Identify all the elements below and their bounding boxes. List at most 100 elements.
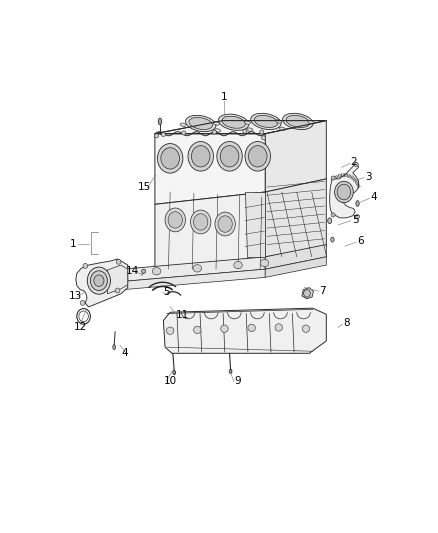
Ellipse shape <box>94 275 104 286</box>
Ellipse shape <box>80 301 85 305</box>
Ellipse shape <box>180 123 186 126</box>
Ellipse shape <box>87 267 110 294</box>
Ellipse shape <box>354 163 358 166</box>
Text: 5: 5 <box>163 287 170 297</box>
Ellipse shape <box>248 324 255 332</box>
Ellipse shape <box>152 268 161 275</box>
Ellipse shape <box>331 237 334 242</box>
Polygon shape <box>302 288 314 298</box>
Ellipse shape <box>328 218 332 224</box>
Ellipse shape <box>279 127 285 131</box>
Ellipse shape <box>168 212 182 228</box>
Polygon shape <box>330 163 359 218</box>
Ellipse shape <box>194 326 201 334</box>
Text: 15: 15 <box>138 182 152 192</box>
Ellipse shape <box>158 118 162 125</box>
Ellipse shape <box>243 129 247 133</box>
Ellipse shape <box>194 214 208 230</box>
Ellipse shape <box>193 265 201 272</box>
Ellipse shape <box>189 117 212 130</box>
Ellipse shape <box>308 120 314 124</box>
Ellipse shape <box>244 121 251 124</box>
Ellipse shape <box>331 213 335 217</box>
Text: 5: 5 <box>352 215 358 225</box>
Ellipse shape <box>83 263 88 268</box>
Polygon shape <box>76 259 128 307</box>
Text: 4: 4 <box>121 348 127 358</box>
Ellipse shape <box>215 129 221 132</box>
Text: 13: 13 <box>68 291 82 301</box>
Polygon shape <box>265 257 326 277</box>
Ellipse shape <box>275 324 283 331</box>
Ellipse shape <box>113 345 116 350</box>
Ellipse shape <box>248 146 267 167</box>
Polygon shape <box>107 265 128 294</box>
Ellipse shape <box>356 215 360 219</box>
Text: 1: 1 <box>70 239 77 249</box>
Text: 12: 12 <box>74 322 87 333</box>
Ellipse shape <box>304 290 311 297</box>
Polygon shape <box>163 308 326 353</box>
Text: 6: 6 <box>357 236 364 246</box>
Ellipse shape <box>155 134 159 138</box>
Ellipse shape <box>286 115 310 127</box>
Polygon shape <box>265 245 326 269</box>
Ellipse shape <box>90 271 107 290</box>
Text: 1: 1 <box>221 92 228 102</box>
Ellipse shape <box>217 142 242 171</box>
Ellipse shape <box>247 128 253 131</box>
Polygon shape <box>123 269 265 290</box>
Ellipse shape <box>331 176 335 180</box>
Ellipse shape <box>161 148 180 169</box>
Polygon shape <box>155 134 265 204</box>
Ellipse shape <box>222 116 245 128</box>
Ellipse shape <box>260 260 269 266</box>
Ellipse shape <box>335 181 353 203</box>
Ellipse shape <box>173 370 176 375</box>
Polygon shape <box>245 192 265 257</box>
Polygon shape <box>265 120 326 192</box>
Ellipse shape <box>191 146 210 167</box>
Polygon shape <box>155 192 265 269</box>
Ellipse shape <box>245 142 271 171</box>
Ellipse shape <box>260 130 264 134</box>
Ellipse shape <box>261 136 265 140</box>
Ellipse shape <box>220 146 239 167</box>
Ellipse shape <box>166 327 174 334</box>
Text: 8: 8 <box>343 318 350 328</box>
Ellipse shape <box>215 212 235 236</box>
Ellipse shape <box>165 208 185 232</box>
Text: 4: 4 <box>371 192 377 203</box>
Ellipse shape <box>302 325 310 333</box>
Ellipse shape <box>356 200 359 206</box>
Ellipse shape <box>186 115 216 132</box>
Ellipse shape <box>115 288 120 293</box>
Ellipse shape <box>191 210 211 234</box>
Text: 11: 11 <box>175 310 189 320</box>
Ellipse shape <box>276 120 282 123</box>
Ellipse shape <box>116 260 121 264</box>
Polygon shape <box>155 120 326 134</box>
Text: 9: 9 <box>235 376 241 386</box>
Ellipse shape <box>219 114 249 131</box>
Ellipse shape <box>218 216 232 232</box>
Ellipse shape <box>251 114 281 130</box>
Ellipse shape <box>188 142 213 171</box>
Ellipse shape <box>234 261 242 269</box>
Ellipse shape <box>337 184 351 200</box>
Ellipse shape <box>254 115 278 127</box>
Text: 14: 14 <box>126 266 139 276</box>
Ellipse shape <box>229 369 232 374</box>
Polygon shape <box>265 179 326 257</box>
Ellipse shape <box>283 114 313 130</box>
Ellipse shape <box>182 131 186 135</box>
Text: 3: 3 <box>365 172 372 182</box>
Ellipse shape <box>161 133 166 136</box>
Polygon shape <box>123 257 265 281</box>
Ellipse shape <box>213 122 219 125</box>
Text: 10: 10 <box>164 376 177 386</box>
Ellipse shape <box>157 143 183 173</box>
Ellipse shape <box>212 130 216 134</box>
Text: 7: 7 <box>320 286 326 295</box>
Text: 2: 2 <box>350 157 357 167</box>
